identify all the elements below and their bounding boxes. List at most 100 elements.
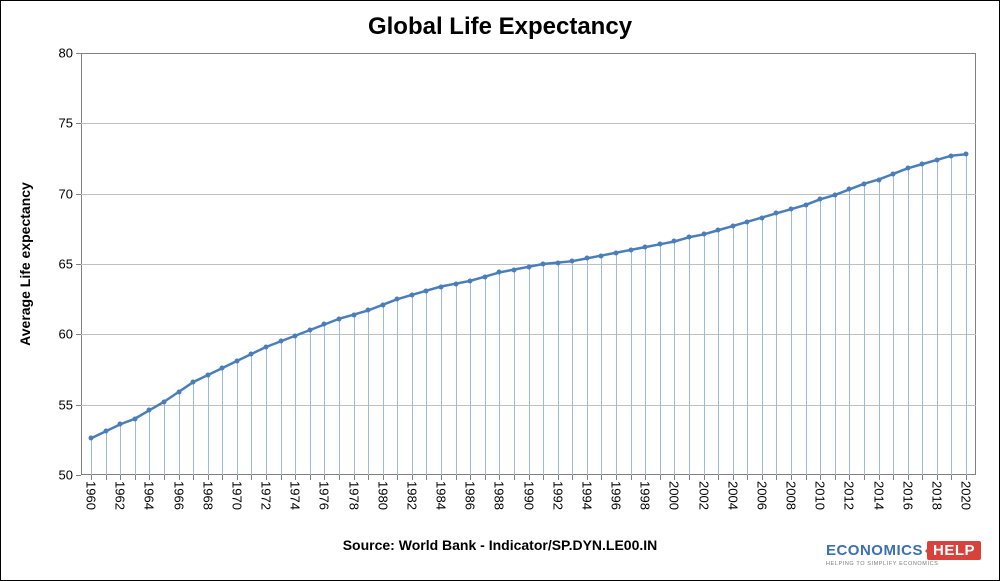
data-marker [599,253,604,258]
xtick-mark [120,475,121,480]
economics-help-logo: ECONOMICS HELP HELPING TO SIMPLIFY ECONO… [826,541,981,560]
data-marker [336,316,341,321]
logo-econ: ECONOMICS [826,542,923,559]
xtick-label: 1972 [259,481,274,510]
xtick-label: 1988 [492,481,507,510]
xtick-mark [631,475,632,480]
xtick-mark [966,475,967,480]
xtick-mark [951,475,952,480]
xtick-label: 2004 [725,481,740,510]
logo-help-tag: HELP [927,541,981,560]
data-marker [526,264,531,269]
data-marker [657,242,662,247]
xtick-mark [354,475,355,480]
data-marker [861,181,866,186]
data-marker [949,153,954,158]
data-marker [905,166,910,171]
xtick-label: 2002 [696,481,711,510]
xtick-mark [820,475,821,480]
ytick-mark [76,475,81,476]
data-marker [774,211,779,216]
xtick-mark [310,475,311,480]
data-marker [103,429,108,434]
data-marker [89,436,94,441]
data-marker [409,292,414,297]
xtick-mark [106,475,107,480]
data-marker [555,260,560,265]
data-marker [876,177,881,182]
ytick-label: 80 [59,46,73,61]
xtick-mark [704,475,705,480]
data-marker [366,308,371,313]
xtick-mark [558,475,559,480]
xtick-mark [237,475,238,480]
xtick-mark [645,475,646,480]
data-marker [249,352,254,357]
xtick-mark [426,475,427,480]
ytick-label: 70 [59,186,73,201]
data-marker [847,187,852,192]
xtick-label: 2000 [667,481,682,510]
data-marker [891,171,896,176]
data-marker [745,219,750,224]
ytick-label: 65 [59,257,73,272]
xtick-label: 2020 [959,481,974,510]
ytick-label: 60 [59,327,73,342]
xtick-mark [922,475,923,480]
xtick-label: 2012 [842,481,857,510]
xtick-mark [747,475,748,480]
xtick-mark [456,475,457,480]
data-marker [920,162,925,167]
xtick-label: 1992 [550,481,565,510]
data-marker [439,284,444,289]
xtick-mark [718,475,719,480]
xtick-mark [893,475,894,480]
xtick-mark [849,475,850,480]
data-marker [453,281,458,286]
data-marker [191,380,196,385]
data-marker [643,245,648,250]
data-marker [628,247,633,252]
xtick-label: 2010 [813,481,828,510]
data-marker [584,256,589,261]
xtick-mark [208,475,209,480]
xtick-label: 1978 [346,481,361,510]
data-marker [293,333,298,338]
xtick-label: 2018 [929,481,944,510]
data-marker [380,302,385,307]
xtick-mark [164,475,165,480]
xtick-label: 1994 [579,481,594,510]
xtick-mark [762,475,763,480]
xtick-label: 2006 [754,481,769,510]
xtick-label: 1976 [317,481,332,510]
data-marker [818,197,823,202]
data-marker [322,322,327,327]
xtick-mark [441,475,442,480]
xtick-mark [193,475,194,480]
data-marker [205,373,210,378]
data-marker [672,239,677,244]
data-marker [686,235,691,240]
xtick-mark [412,475,413,480]
xtick-mark [689,475,690,480]
xtick-mark [572,475,573,480]
xtick-mark [660,475,661,480]
data-marker [934,157,939,162]
data-marker [307,328,312,333]
data-marker [701,232,706,237]
xtick-mark [514,475,515,480]
data-marker [614,250,619,255]
xtick-label: 2008 [784,481,799,510]
data-marker [424,288,429,293]
xtick-mark [864,475,865,480]
xtick-label: 1982 [404,481,419,510]
xtick-mark [529,475,530,480]
xtick-mark [470,475,471,480]
xtick-label: 1980 [375,481,390,510]
xtick-label: 1990 [521,481,536,510]
data-marker [511,267,516,272]
chart-container: Global Life Expectancy Average Life expe… [0,0,1000,581]
data-marker [147,408,152,413]
xtick-label: 2014 [871,481,886,510]
xtick-label: 1966 [171,481,186,510]
